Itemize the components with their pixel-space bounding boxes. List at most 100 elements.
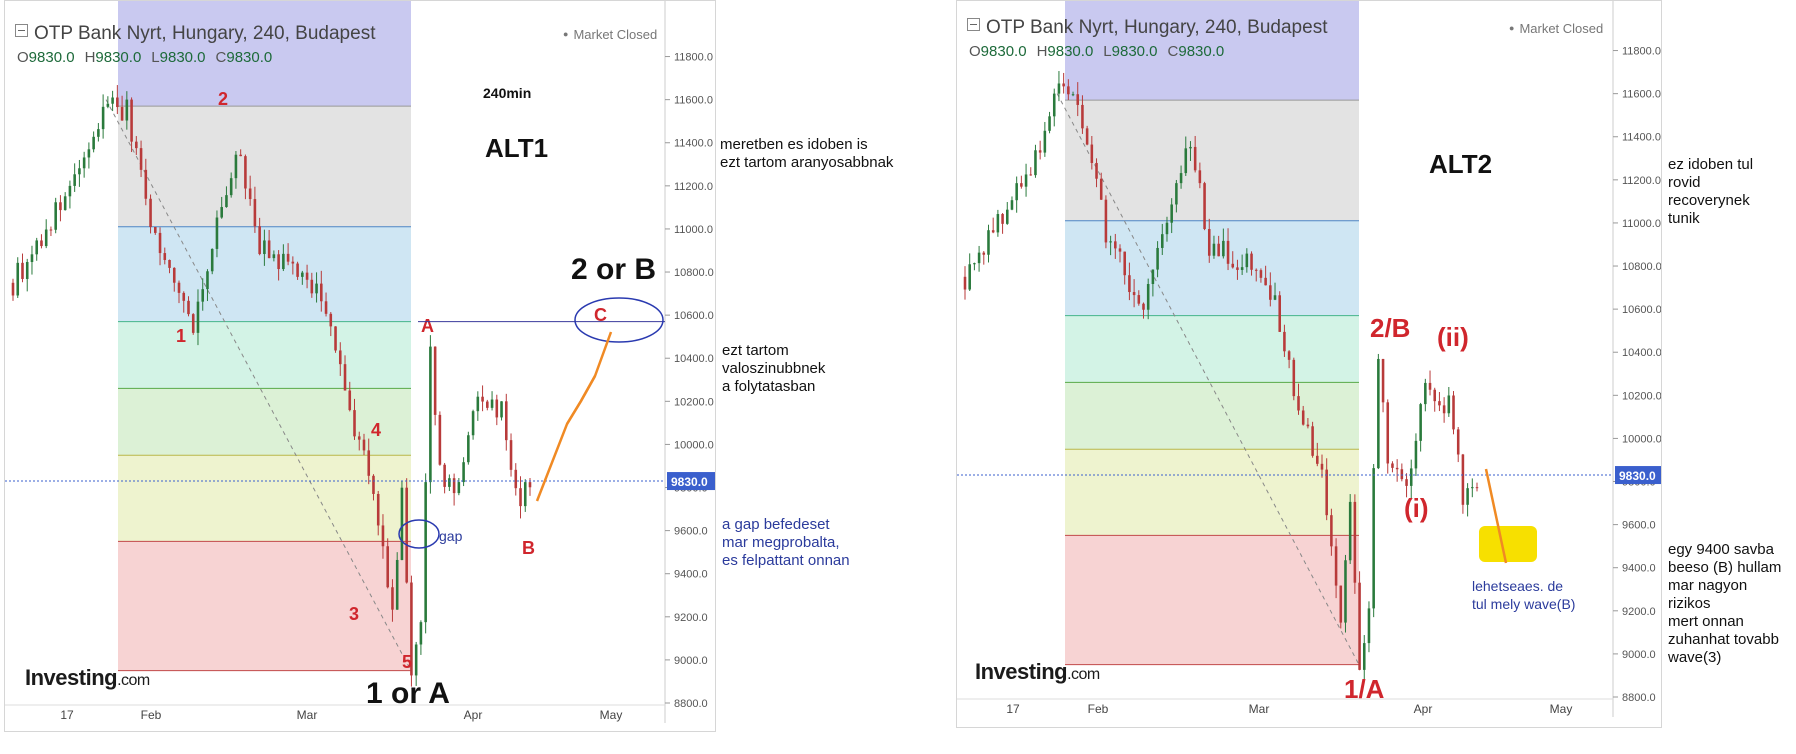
candle-body (1151, 269, 1155, 284)
candle-body (16, 262, 20, 296)
wave-b-note: lehetseaes. de tul mely wave(B) (1472, 578, 1575, 612)
candle-body (1137, 295, 1141, 304)
candle-body (258, 226, 261, 255)
wave-i-label: (i) (1404, 493, 1429, 523)
candle-body (286, 253, 290, 262)
fib-zone (1065, 315, 1359, 383)
chart-canvas-alt1[interactable]: 11800.0 11600.0 11400.0 11200.0 11000.0 10800… (5, 1, 715, 731)
note-alt1-continuation: ezt tartom valoszinubbnek a folytatasban (722, 342, 826, 395)
collapse-icon[interactable] (15, 24, 28, 37)
candle-body (1161, 234, 1164, 248)
candle-body (1024, 174, 1028, 187)
candle-body (1085, 128, 1089, 145)
chart-canvas-alt2[interactable]: 11800.0 11600.0 11400.0 11200.0 11000.0 10800… (957, 1, 1661, 727)
last-price-label: 9830.0 (671, 475, 708, 489)
candle-body (457, 482, 461, 494)
candle-body (1428, 382, 1432, 390)
y-tick-label: 10600.0 (674, 310, 714, 322)
y-tick-label: 11200.0 (674, 181, 713, 193)
candle-body (1198, 170, 1202, 184)
candle-body (182, 292, 186, 301)
wave-4-label: 4 (371, 420, 381, 440)
candle-body (1301, 410, 1305, 425)
y-tick-label: 9400.0 (674, 569, 708, 581)
candle-body (1010, 200, 1014, 210)
candle-body (1128, 275, 1131, 293)
candle-body (1306, 424, 1310, 427)
candle-body (1316, 455, 1319, 464)
candle-body (101, 106, 105, 130)
candle-body (320, 283, 323, 302)
candle-body (1156, 247, 1159, 270)
candle-body (172, 267, 176, 283)
candle-body (1189, 146, 1192, 149)
fib-zone (118, 321, 411, 389)
fib-zone (118, 388, 411, 456)
candle-body (1320, 463, 1324, 470)
candle-body (504, 401, 508, 441)
candle-body (1123, 251, 1126, 276)
candle-body (1114, 241, 1117, 249)
collapse-icon[interactable] (967, 18, 980, 31)
candle-body (301, 272, 304, 277)
last-price-tag (667, 472, 715, 491)
y-tick-label: 8800.0 (1622, 692, 1656, 704)
y-tick-label: 11000.0 (1622, 218, 1661, 230)
candle-body (1339, 585, 1343, 623)
y-tick-label: 9600.0 (674, 526, 708, 538)
candle-body (400, 487, 404, 560)
market-status: Market Closed (563, 27, 657, 42)
candle-body (343, 364, 347, 391)
candle-body (982, 252, 986, 255)
candle-body (528, 482, 532, 488)
investing-logo: Investing.com (975, 659, 1100, 684)
candle-body (963, 276, 967, 290)
wave-ii-label: (ii) (1437, 322, 1469, 352)
candle-body (21, 262, 24, 279)
candle-body (1264, 277, 1267, 286)
projected-path (535, 331, 613, 502)
candle-body (419, 622, 423, 645)
candle-body (1245, 253, 1249, 268)
candle-body (338, 350, 342, 365)
wave-2-label: 2 (218, 89, 228, 109)
candle-body (1236, 267, 1239, 270)
candle-body (1419, 404, 1422, 441)
candle-body (1207, 229, 1211, 256)
candle-body (191, 314, 195, 333)
candle-body (277, 254, 280, 270)
candle-body (1212, 243, 1216, 256)
candle-body (1170, 204, 1173, 223)
y-tick-label: 11800.0 (1622, 46, 1661, 58)
candle-body (1372, 468, 1375, 609)
candle-body (35, 240, 39, 255)
candle-body (187, 300, 190, 315)
wave-5-label: 5 (402, 652, 412, 672)
candle-body (1062, 83, 1065, 87)
candle-body (158, 232, 162, 254)
candle-body (1400, 469, 1404, 480)
candle-body (49, 229, 53, 231)
candle-body (1222, 240, 1225, 257)
chart-panel-alt1[interactable]: 11800.0 11600.0 11400.0 11200.0 11000.0 10800… (4, 0, 716, 732)
chart-title: OTP Bank Nyrt, Hungary, 240, Budapest (967, 17, 1327, 39)
candle-body (1240, 267, 1244, 270)
y-tick-label: 10800.0 (1622, 261, 1661, 273)
candle-body (372, 475, 375, 494)
candle-body (1362, 643, 1366, 670)
candle-body (25, 262, 29, 279)
candle-body (443, 464, 446, 487)
fib-trend-line (1056, 93, 1360, 665)
candle-body (1015, 183, 1018, 201)
y-tick-label: 11400.0 (1622, 132, 1661, 144)
candle-body (201, 289, 205, 302)
chart-panel-alt2[interactable]: 11800.0 11600.0 11400.0 11200.0 11000.0 10800… (956, 0, 1662, 728)
y-tick-label: 10400.0 (674, 353, 714, 365)
candle-body (291, 261, 295, 264)
candle-body (234, 154, 238, 179)
candle-body (386, 546, 389, 588)
candle-body (1095, 162, 1098, 179)
timeframe-label: 240min (483, 85, 531, 101)
candle-body (206, 271, 209, 290)
candle-body (1348, 501, 1352, 561)
